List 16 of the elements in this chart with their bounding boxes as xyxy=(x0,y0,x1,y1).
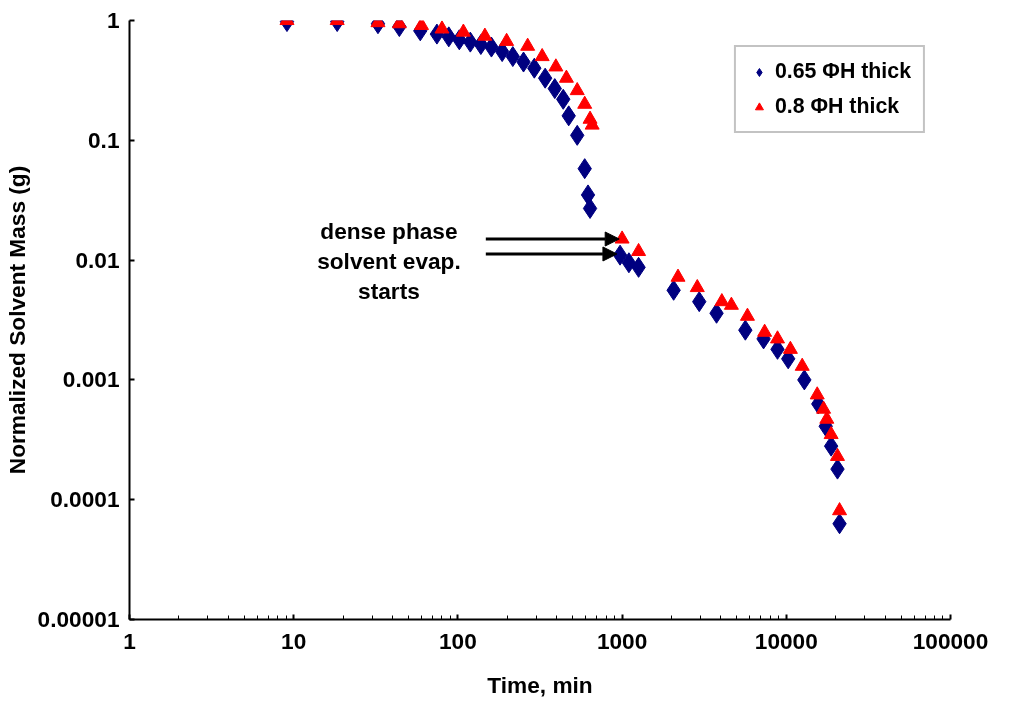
legend-label: 0.8 ΦH thick xyxy=(774,94,900,119)
x-tick-label: 10000 xyxy=(754,627,818,654)
y-tick-label: 0.00001 xyxy=(37,606,120,632)
y-tick-label: 1 xyxy=(106,7,120,33)
x-axis-title: Time, min xyxy=(487,671,593,698)
y-tick-label: 0.001 xyxy=(62,366,120,393)
annotation: dense phase solvent evap. starts xyxy=(317,218,461,304)
y-tick-label: 0.1 xyxy=(88,126,120,153)
x-tick-label: 1000 xyxy=(596,627,648,654)
legend-label: 0.65 ΦH thick xyxy=(774,59,911,84)
x-tick-label: 100 xyxy=(439,627,477,654)
x-tick-label: 100000 xyxy=(912,627,989,654)
x-tick-label: 10 xyxy=(281,627,307,654)
y-tick-label: 0.0001 xyxy=(50,486,120,513)
y-tick-label: 0.01 xyxy=(75,246,120,273)
y-axis-title: Normalized Solvent Mass (g) xyxy=(3,165,30,475)
